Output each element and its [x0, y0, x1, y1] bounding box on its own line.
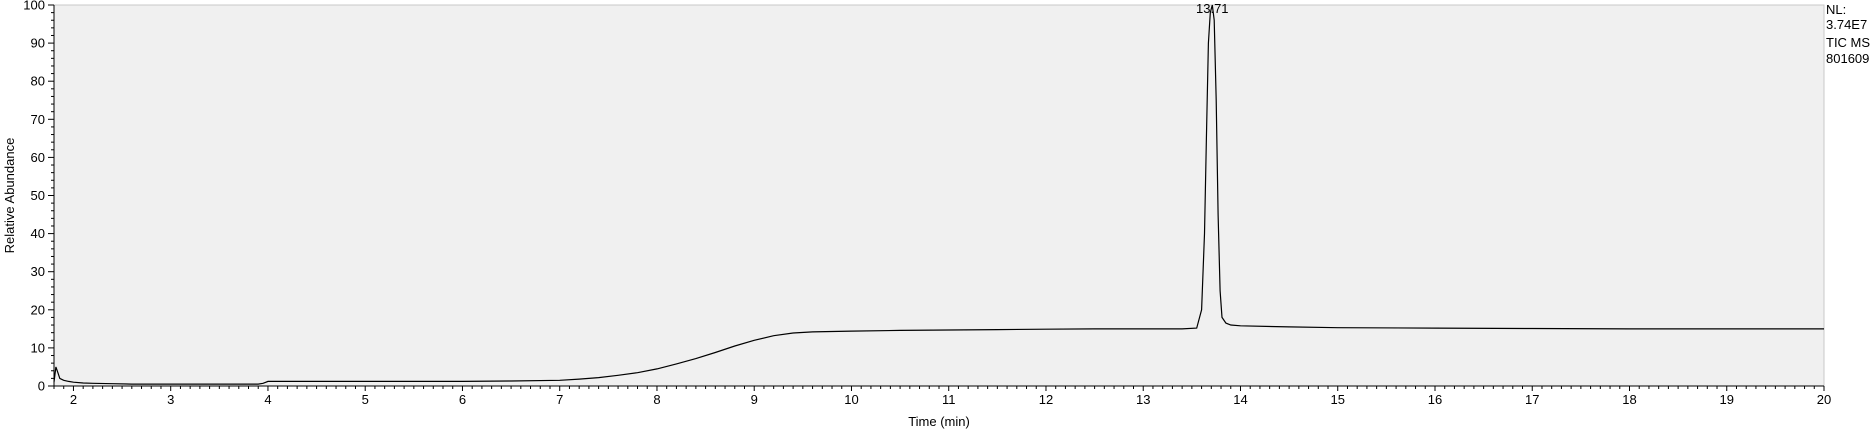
y-tick-label: 60 [31, 150, 45, 165]
info-scan-type: TIC MS [1826, 35, 1871, 50]
x-tick-label: 7 [556, 392, 563, 407]
plot-area [53, 4, 1825, 387]
x-tick-label: 9 [751, 392, 758, 407]
y-tick-label: 80 [31, 74, 45, 89]
y-tick-label: 70 [31, 112, 45, 127]
x-tick-label: 5 [362, 392, 369, 407]
y-tick-label: 50 [31, 188, 45, 203]
y-tick-label: 10 [31, 340, 45, 355]
x-tick-label: 2 [70, 392, 77, 407]
y-axis: 0 10 20 30 40 50 60 70 80 90 100 [23, 0, 55, 394]
info-nl-label: NL: [1826, 2, 1847, 17]
x-tick-label: 17 [1525, 392, 1539, 407]
x-tick-label: 12 [1039, 392, 1053, 407]
x-tick-label: 3 [167, 392, 174, 407]
tic-trace-line [53, 4, 1824, 385]
y-tick-label: 30 [31, 264, 45, 279]
y-tick-label: 90 [31, 36, 45, 51]
x-tick-label: 8 [653, 392, 660, 407]
info-nl-value: 3.74E7 [1826, 17, 1868, 32]
x-tick-label: 20 [1817, 392, 1831, 407]
x-tick-label: 16 [1428, 392, 1442, 407]
y-tick-label: 20 [31, 302, 45, 317]
y-tick-label: 40 [31, 226, 45, 241]
info-sample-id: 801609 [1826, 51, 1870, 66]
x-tick-label: 18 [1622, 392, 1636, 407]
x-tick-label: 4 [264, 392, 271, 407]
x-tick-label: 11 [942, 392, 956, 407]
x-tick-label: 13 [1136, 392, 1150, 407]
x-tick-label: 14 [1233, 392, 1247, 407]
y-tick-label: 100 [23, 0, 45, 13]
x-tick-label: 15 [1331, 392, 1345, 407]
y-axis-label: Relative Abundance [2, 138, 17, 254]
x-axis: 2 3 4 5 6 7 8 9 10 11 12 13 14 15 16 17 18 19 20 [53, 385, 1831, 407]
peak-label: 13.71 [1196, 1, 1229, 16]
x-tick-label: 10 [844, 392, 858, 407]
x-tick-label: 6 [459, 392, 466, 407]
y-tick-label: 0 [38, 379, 45, 394]
x-axis-label: Time (min) [908, 414, 970, 429]
x-tick-label: 19 [1720, 392, 1734, 407]
